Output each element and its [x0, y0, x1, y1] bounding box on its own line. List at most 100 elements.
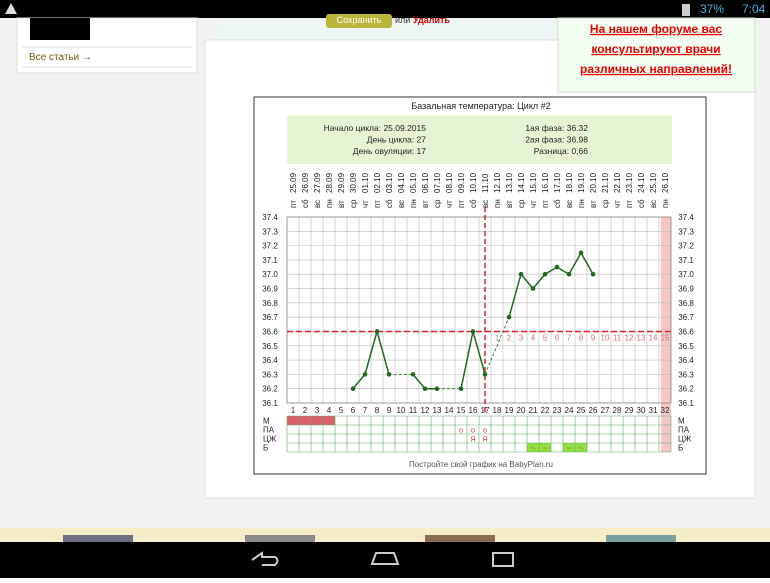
temperature-point: [530, 286, 536, 291]
day-number: 27: [601, 406, 610, 415]
weekday: пт: [625, 200, 634, 208]
or-text: или: [395, 15, 410, 25]
temperature-point: [410, 372, 416, 377]
row-mark: о: [471, 426, 475, 435]
save-label[interactable]: Сохранить: [337, 15, 382, 25]
battery-level: 37%: [700, 2, 724, 16]
info-right: 2ая фаза: 36.98: [525, 135, 588, 145]
day-number: 3: [315, 406, 320, 415]
phase-day: 2: [507, 333, 512, 342]
y-tick-label-right: 37.0: [678, 270, 694, 279]
day-number: 11: [409, 406, 418, 415]
date: 13.10: [505, 172, 514, 193]
day-number: 15: [457, 406, 466, 415]
row-mark: Я: [482, 435, 487, 444]
y-tick-label-right: 36.4: [678, 356, 694, 365]
date: 19.10: [577, 172, 586, 193]
weekday: вт: [337, 200, 346, 208]
date: 26.09: [301, 172, 310, 193]
temperature-point: [350, 386, 356, 391]
form-area: [218, 18, 556, 40]
ad-line[interactable]: различных направлений!: [580, 62, 732, 76]
plot-border: [286, 216, 672, 404]
weekday: ср: [349, 199, 358, 208]
phase-day: 1: [495, 333, 500, 342]
temperature-point: [506, 314, 512, 320]
temperature-point: [470, 329, 476, 334]
phase-day: 10: [601, 333, 610, 342]
temperature-point: [458, 386, 464, 391]
weekday: пн: [325, 199, 334, 208]
day-number: 26: [589, 406, 598, 415]
date: 23.10: [625, 172, 634, 193]
date: 10.10: [469, 172, 478, 193]
date: 27.09: [313, 172, 322, 193]
back-button[interactable]: [251, 551, 279, 566]
day-number: 10: [397, 406, 406, 415]
recents-button[interactable]: [492, 552, 514, 567]
weekday: сб: [553, 199, 562, 208]
weekday: пн: [493, 199, 502, 208]
y-tick-label-right: 37.2: [678, 242, 694, 251]
day-number: 31: [649, 406, 658, 415]
ad-line[interactable]: На нашем форуме вас: [590, 22, 722, 36]
temperature-line: [508, 251, 594, 318]
thumbnail: [606, 535, 676, 542]
row-fill: [563, 443, 575, 452]
ad-line[interactable]: консультируют врачи: [591, 42, 720, 56]
day-number: 21: [529, 406, 538, 415]
warning-icon: [5, 3, 17, 14]
row-label: ПА: [263, 426, 275, 435]
temperature-point: [422, 386, 428, 391]
day-number: 22: [541, 406, 550, 415]
row-fill: [527, 443, 539, 452]
info-box: [287, 115, 672, 164]
y-tick-label-right: 36.8: [678, 299, 694, 308]
weekday: пт: [373, 200, 382, 208]
row-fill: [299, 416, 311, 425]
y-tick-label-right: 36.9: [678, 285, 694, 294]
thumbnail: [425, 535, 495, 542]
day-number: 20: [517, 406, 526, 415]
row-mark: ~: [579, 444, 584, 453]
date: 06.10: [421, 172, 430, 193]
gap-bridge: [484, 316, 510, 375]
date: 18.10: [565, 172, 574, 193]
temperature-point: [374, 329, 380, 334]
day-number: 14: [445, 406, 454, 415]
weekday: пт: [289, 200, 298, 208]
row-label: Б: [263, 444, 268, 453]
thumbnail: [245, 535, 315, 542]
day-number: 6: [351, 406, 356, 415]
date: 02.10: [373, 172, 382, 193]
y-tick-label-right: 36.5: [678, 342, 694, 351]
chart-footer: Постройте свой график на BabyPlan.ru: [409, 460, 553, 469]
temperature-point: [386, 372, 392, 377]
delete-link[interactable]: Удалить: [413, 15, 450, 25]
info-left: День цикла: 27: [367, 135, 427, 145]
date: 09.10: [457, 172, 466, 193]
date: 20.10: [589, 172, 598, 193]
chart-title: Базальная температура: Цикл #2: [411, 101, 550, 111]
row-fill: [311, 416, 323, 425]
weekday: пт: [457, 200, 466, 208]
day-number: 12: [421, 406, 430, 415]
footer-strip: [0, 528, 770, 542]
row-mark: ~: [543, 444, 548, 453]
weekday: вс: [313, 200, 322, 208]
weekday: сб: [469, 199, 478, 208]
y-tick-label: 37.2: [262, 242, 278, 251]
date: 01.10: [361, 172, 370, 193]
weekday: чт: [613, 200, 622, 208]
day-number: 28: [613, 406, 622, 415]
temperature-point: [590, 271, 596, 277]
weekday: ср: [433, 199, 442, 208]
save-button[interactable]: [326, 14, 392, 28]
home-button[interactable]: [370, 552, 400, 565]
day-number: 23: [553, 406, 562, 415]
phase-day: 3: [519, 333, 524, 342]
row-label-right: ЦЖ: [678, 435, 692, 444]
date: 24.10: [637, 172, 646, 193]
weekday: вт: [589, 200, 598, 208]
articles-link[interactable]: Все статьи →: [29, 52, 92, 63]
